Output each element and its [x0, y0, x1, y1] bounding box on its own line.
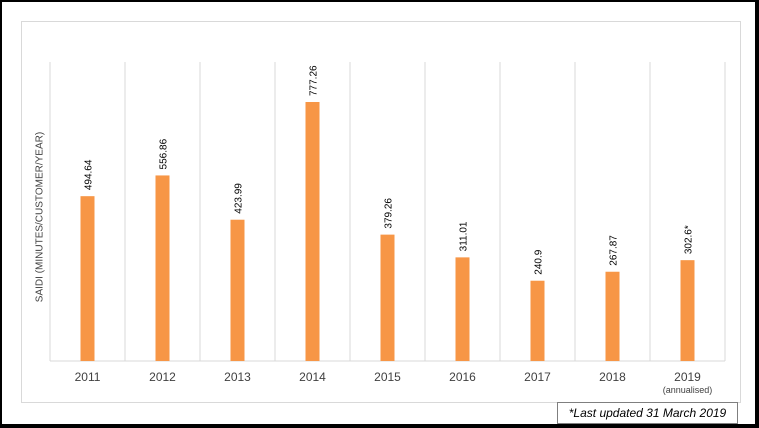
y-axis-label: SAIDI (MINUTES/CUSTOMER/YEAR)	[34, 131, 46, 303]
data-label: 379.26	[384, 198, 395, 229]
data-label: 556.86	[159, 138, 170, 169]
x-tick-label: 2014	[299, 370, 326, 384]
x-tick-label: 2016	[449, 370, 476, 384]
x-tick-label: 2013	[224, 370, 251, 384]
bar	[380, 234, 395, 361]
bar	[680, 260, 695, 361]
bar	[605, 271, 620, 361]
data-label: 423.99	[234, 183, 245, 214]
footnote: *Last updated 31 March 2019	[557, 402, 738, 424]
bar	[155, 175, 170, 361]
chart-frame: 494.64 2011 556.86 2012 423.99 2013 777.26 2014…	[2, 2, 755, 424]
data-label: 494.64	[84, 159, 95, 190]
x-tick-label: 2018	[599, 370, 626, 384]
x-tick-label: 2017	[524, 370, 551, 384]
x-tick-sublabel: (annualised)	[663, 385, 713, 395]
bar	[80, 196, 95, 361]
bar-chart: 494.64 2011 556.86 2012 423.99 2013 777.26 2014…	[49, 62, 726, 395]
data-label: 240.9	[534, 249, 545, 274]
data-label: 777.26	[309, 65, 320, 96]
data-label: 311.01	[459, 221, 470, 251]
data-label: 267.87	[609, 235, 620, 266]
bar	[530, 280, 545, 361]
bar	[305, 102, 320, 361]
data-label: 302.6*	[684, 225, 695, 254]
x-tick-label: 2019	[674, 370, 701, 384]
x-tick-label: 2015	[374, 370, 401, 384]
x-tick-label: 2011	[75, 370, 101, 384]
x-tick-label: 2012	[149, 370, 176, 384]
bar	[455, 257, 470, 361]
bar	[230, 219, 245, 361]
